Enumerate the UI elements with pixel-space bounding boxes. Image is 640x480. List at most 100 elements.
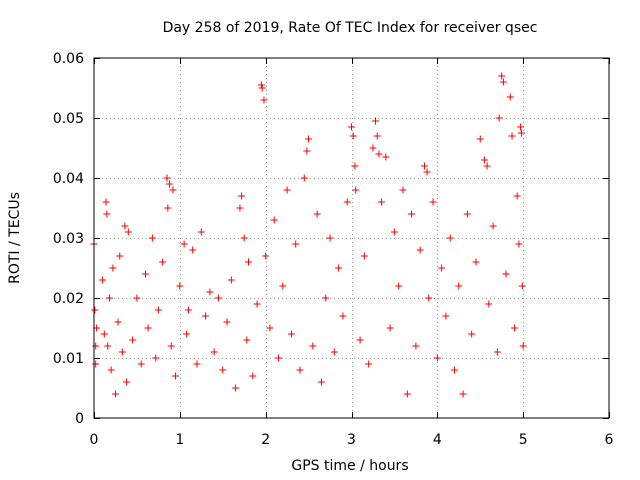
data-point [459,390,467,398]
data-point [258,84,266,92]
data-point [169,186,177,194]
data-point [223,318,231,326]
data-point [483,162,491,170]
data-point [343,198,351,206]
data-point [193,360,201,368]
data-point [360,252,368,260]
data-point [303,147,311,155]
data-point [137,360,145,368]
data-point [455,282,463,290]
data-point [111,390,119,398]
data-point [518,282,526,290]
data-point [517,129,525,137]
data-point [236,204,244,212]
data-point [184,306,192,314]
data-point [356,336,364,344]
data-point [335,264,343,272]
data-point [317,378,325,386]
data-point [463,210,471,218]
axis-ticks: 0 1 2 3 4 5 6 0 0.01 0.02 0.03 0.04 0.05 0.06 [53,51,614,448]
data-point [227,276,235,284]
data-point [508,132,516,140]
data-point [519,342,527,350]
data-point [163,174,171,182]
data-point [322,294,330,302]
data-point [232,384,240,392]
data-point [313,210,321,218]
data-point [99,276,107,284]
data-point [378,198,386,206]
data-point [513,192,521,200]
y-tick-label: 0.04 [53,171,84,187]
data-point [257,81,265,89]
data-point [100,330,108,338]
data-point [202,312,210,320]
data-point [102,198,110,206]
data-point [495,114,503,122]
data-point [300,174,308,182]
data-point [517,123,525,131]
data-point [498,72,506,80]
data-point [403,390,411,398]
data-point [352,186,360,194]
data-point [506,93,514,101]
data-point [283,186,291,194]
data-point [183,330,191,338]
data-point [365,360,373,368]
data-point [423,168,431,176]
x-tick-label: 6 [605,432,614,448]
data-point [499,78,507,86]
data-point [373,132,381,140]
data-point [425,294,433,302]
data-point [438,264,446,272]
data-point [253,300,261,308]
data-point [129,336,137,344]
data-point [172,372,180,380]
data-point [164,204,172,212]
data-point [296,366,304,374]
y-axis-label: ROTI / TECUs [7,192,23,284]
y-tick-label: 0.01 [53,351,84,367]
data-point [123,378,131,386]
data-point [92,360,100,368]
data-point [349,132,357,140]
data-point [210,348,218,356]
data-point [249,372,257,380]
data-point [408,210,416,218]
data-points [90,72,527,398]
data-point [485,300,493,308]
data-point [197,228,205,236]
data-point [142,270,149,278]
x-tick-label: 3 [347,432,356,448]
data-point [152,354,160,362]
data-point [433,354,441,362]
data-point [399,186,407,194]
data-point [309,342,317,350]
data-point [116,252,124,260]
data-point [214,294,222,302]
data-point [243,336,251,344]
data-point [91,306,99,314]
data-point [114,318,122,326]
data-point [372,117,380,125]
data-point [412,342,420,350]
data-point [245,258,252,266]
data-point [167,342,175,350]
data-point [262,252,270,260]
data-point [238,192,246,200]
data-point [395,282,403,290]
y-tick-label: 0.05 [53,111,84,127]
y-tick-label: 0 [75,411,84,427]
data-point [382,153,390,161]
data-point [240,234,248,242]
data-point [206,288,214,296]
data-point [476,135,484,143]
data-point [260,96,268,104]
data-point [326,234,334,242]
data-point [390,228,398,236]
data-point [124,228,132,236]
data-point [375,150,383,158]
x-tick-label: 4 [433,432,442,448]
x-tick-label: 2 [261,432,270,448]
